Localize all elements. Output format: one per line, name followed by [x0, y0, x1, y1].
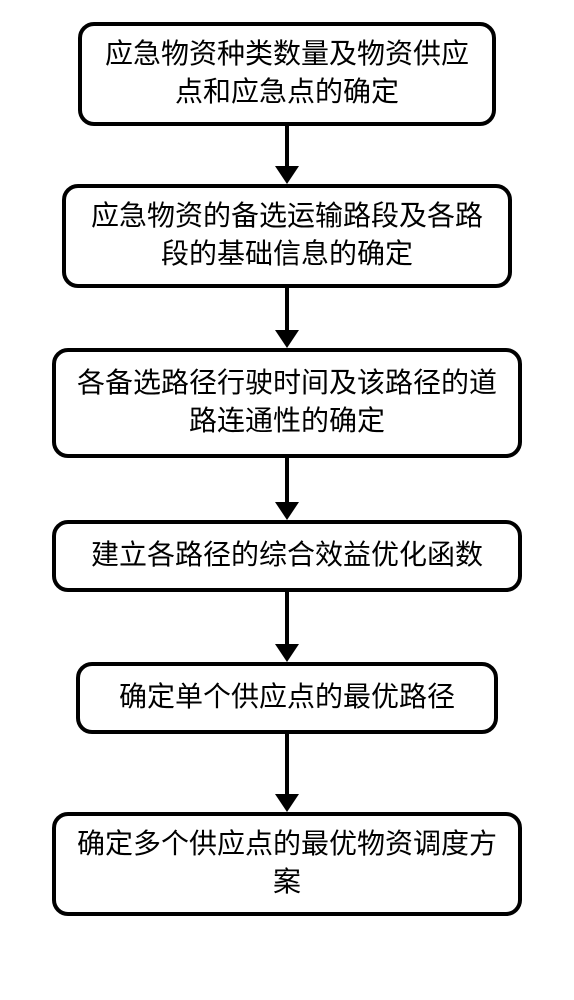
arrow-head-icon [275, 644, 299, 662]
node-label: 建立各路径的综合效益优化函数 [91, 537, 483, 575]
node-label: 应急物资的备选运输路段及各路段的基础信息的确定 [80, 198, 494, 274]
node-label: 确定多个供应点的最优物资调度方案 [70, 826, 504, 902]
arrow-head-icon [275, 166, 299, 184]
flowchart-arrow [275, 288, 299, 348]
arrow-shaft [285, 458, 289, 502]
arrow-head-icon [275, 330, 299, 348]
arrow-shaft [285, 734, 289, 794]
arrow-shaft [285, 126, 289, 166]
flowchart-arrow [275, 458, 299, 520]
arrow-shaft [285, 592, 289, 644]
arrow-shaft [285, 288, 289, 330]
flowchart-arrow [275, 592, 299, 662]
node-label: 各备选路径行驶时间及该路径的道路连通性的确定 [70, 365, 504, 441]
flowchart-node: 应急物资的备选运输路段及各路段的基础信息的确定 [62, 184, 512, 288]
node-label: 应急物资种类数量及物资供应点和应急点的确定 [96, 36, 478, 112]
flowchart-node: 确定单个供应点的最优路径 [76, 662, 498, 734]
node-label: 确定单个供应点的最优路径 [119, 679, 455, 717]
arrow-head-icon [275, 794, 299, 812]
flowchart-node: 应急物资种类数量及物资供应点和应急点的确定 [78, 22, 496, 126]
flowchart-node: 建立各路径的综合效益优化函数 [52, 520, 522, 592]
flowchart-arrow [275, 126, 299, 184]
arrow-head-icon [275, 502, 299, 520]
flowchart-node: 各备选路径行驶时间及该路径的道路连通性的确定 [52, 348, 522, 458]
flowchart-node: 确定多个供应点的最优物资调度方案 [52, 812, 522, 916]
flowchart-canvas: 应急物资种类数量及物资供应点和应急点的确定 应急物资的备选运输路段及各路段的基础… [0, 0, 574, 1000]
flowchart-arrow [275, 734, 299, 812]
